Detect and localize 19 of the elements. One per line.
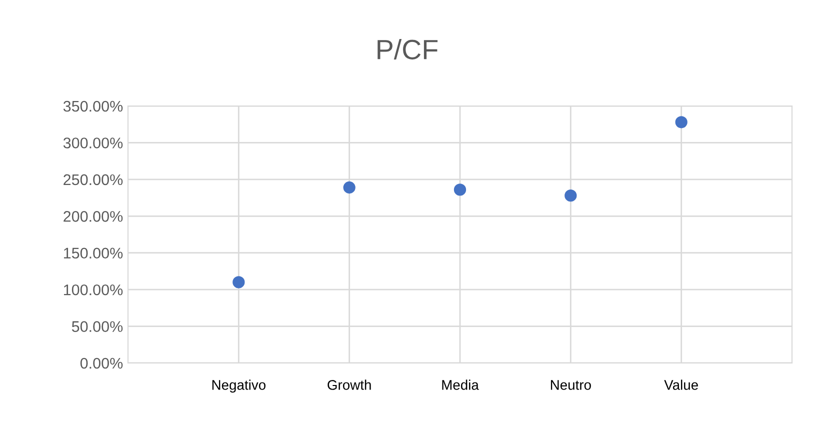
x-tick-label: Value bbox=[664, 380, 698, 390]
y-tick-label: 200.00% bbox=[64, 211, 123, 222]
x-tick-label: Neutro bbox=[550, 380, 591, 390]
x-tick-label: Media bbox=[442, 380, 479, 390]
y-tick-label: 100.00% bbox=[64, 284, 123, 296]
point bbox=[454, 184, 466, 196]
y-tick-label: 250.00% bbox=[64, 174, 123, 186]
y-tick-label: 150.00% bbox=[64, 248, 123, 259]
y-tick-label: 0.00% bbox=[80, 358, 123, 369]
point bbox=[564, 190, 577, 202]
point bbox=[675, 116, 688, 128]
x-tick-label: Growth bbox=[328, 380, 371, 390]
chart-title: P/CF bbox=[378, 39, 438, 60]
y-tick-label: 50.00% bbox=[72, 321, 123, 332]
x-tick-label: Negativo bbox=[212, 380, 266, 393]
y-tick-label: 300.00% bbox=[63, 138, 123, 148]
point bbox=[343, 181, 356, 194]
point bbox=[232, 276, 245, 288]
y-tick-label: 350.00% bbox=[63, 100, 123, 112]
